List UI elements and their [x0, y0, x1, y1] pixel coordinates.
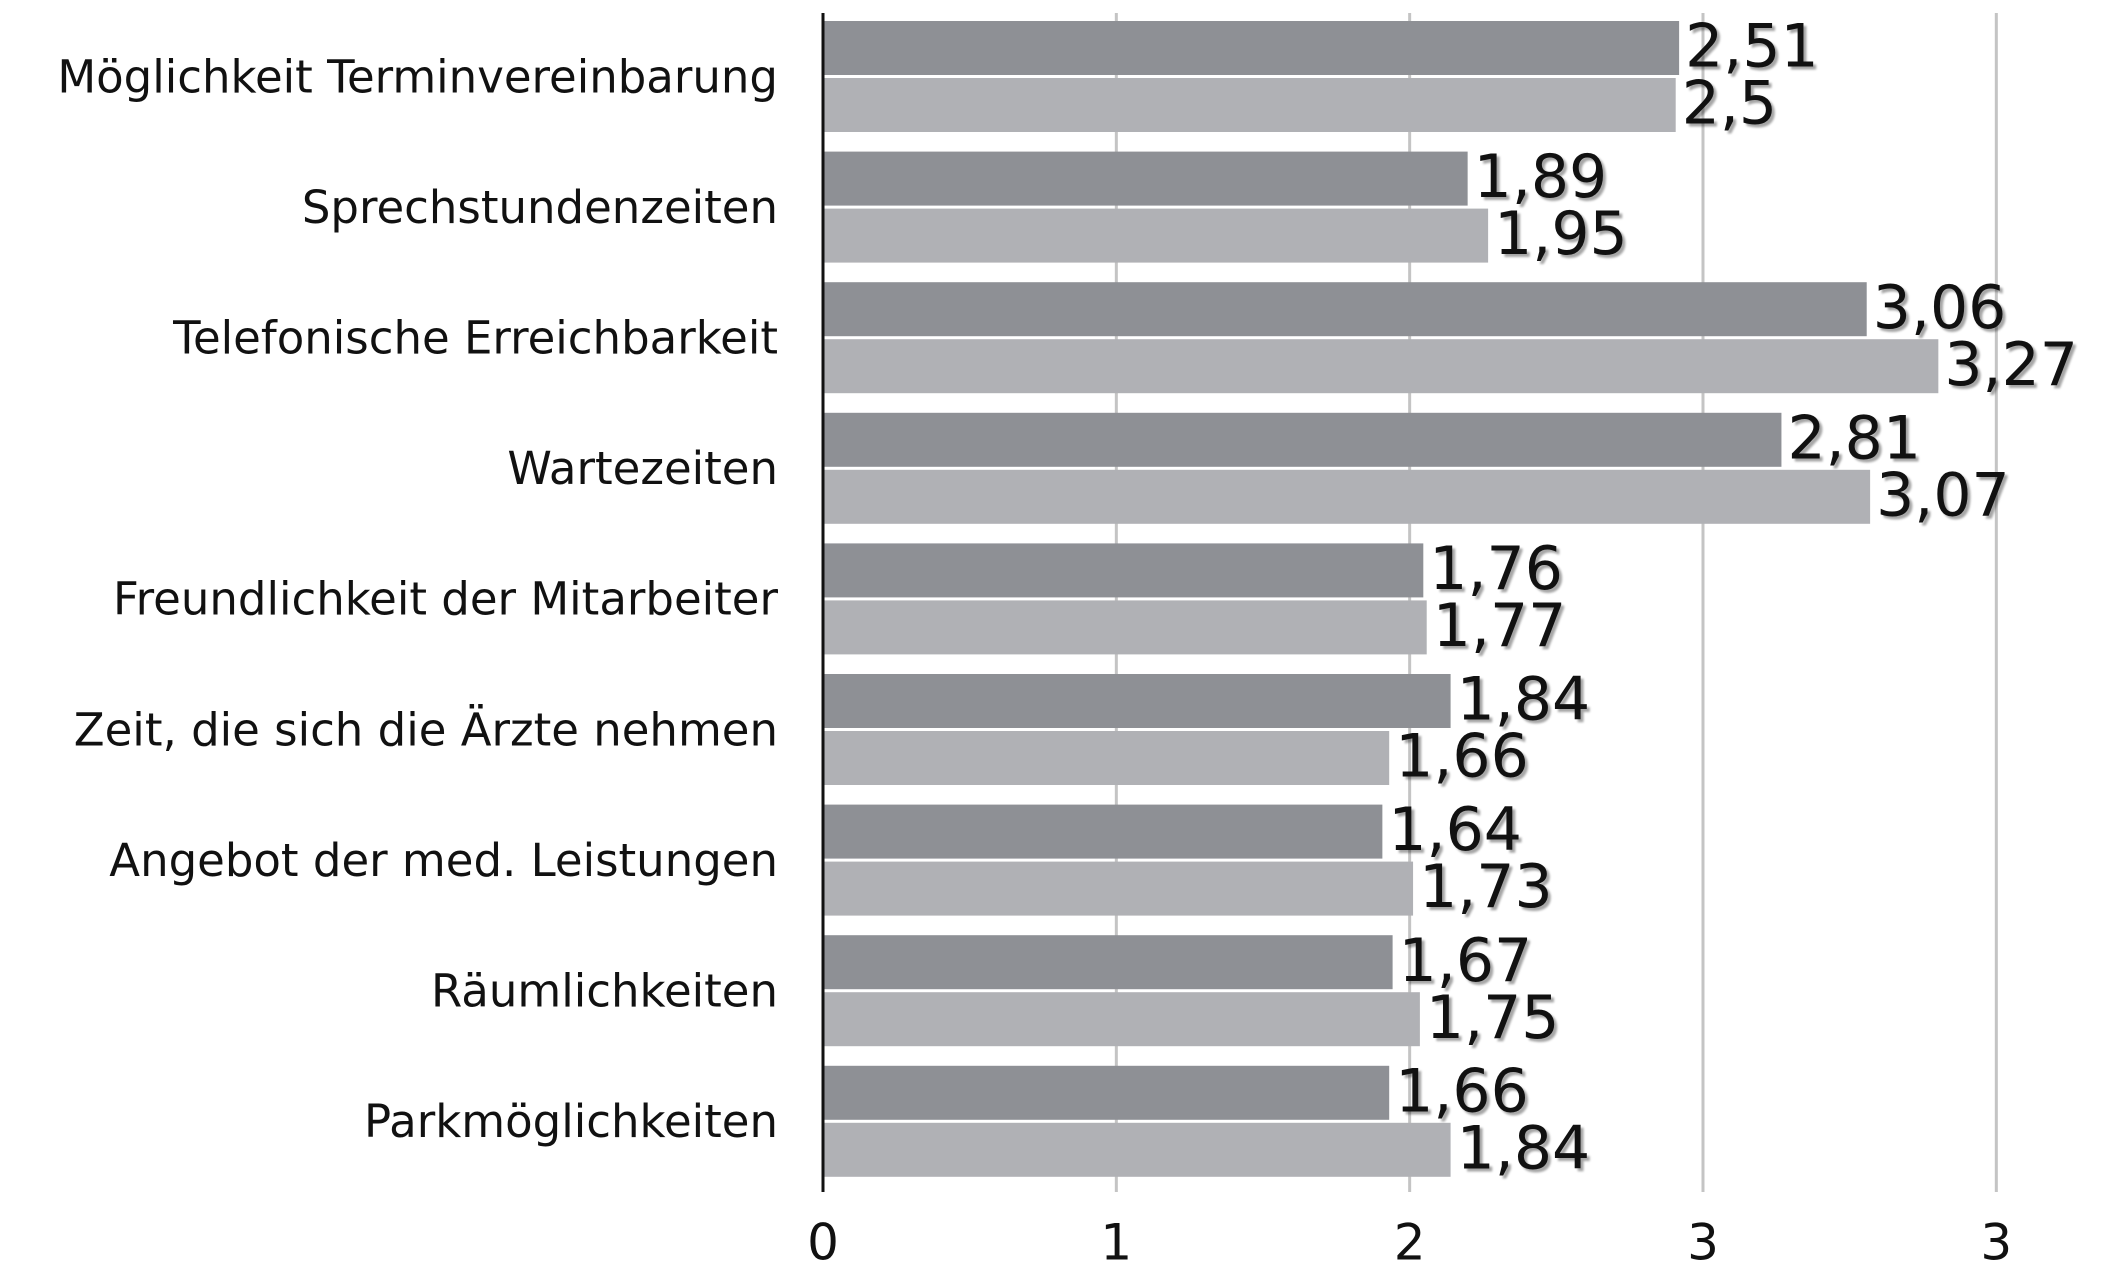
value-label: 1,66	[1395, 722, 1529, 792]
category-label: Räumlichkeiten	[431, 965, 778, 1018]
category-label: Wartezeiten	[507, 442, 778, 495]
value-label: 1,95	[1494, 199, 1628, 269]
bar	[823, 282, 1867, 337]
category-label: Sprechstundenzeiten	[302, 181, 778, 234]
value-label: 1,77	[1433, 591, 1567, 661]
value-label: 1,75	[1426, 983, 1560, 1053]
value-label: 2,5	[1682, 69, 1777, 139]
x-tick-label: 3	[1687, 1214, 1719, 1265]
category-label: Parkmöglichkeiten	[364, 1095, 778, 1148]
value-label: 1,76	[1429, 534, 1563, 604]
bar	[823, 1122, 1451, 1177]
bar	[823, 1065, 1390, 1120]
value-label: 1,89	[1474, 142, 1608, 212]
value-label: 1,67	[1399, 926, 1533, 996]
category-label: Angebot der med. Leistungen	[109, 834, 778, 887]
value-label: 1,73	[1419, 852, 1553, 922]
value-label: 2,81	[1787, 403, 1921, 473]
category-label: Freundlichkeit der Mitarbeiter	[113, 573, 778, 626]
category-label: Zeit, die sich die Ärzte nehmen	[74, 703, 778, 756]
bar	[823, 600, 1427, 655]
bar	[823, 861, 1414, 916]
bar	[823, 339, 1939, 394]
x-tick-label: 1	[1100, 1214, 1132, 1265]
bar	[823, 674, 1451, 728]
value-label: 3,06	[1873, 273, 2007, 343]
bar	[823, 935, 1393, 990]
x-tick-label: 3	[1980, 1214, 2012, 1265]
bar	[823, 469, 1871, 524]
value-label: 1,84	[1457, 665, 1591, 735]
bar	[823, 21, 1680, 75]
bar	[823, 804, 1383, 859]
x-tick-label: 0	[807, 1214, 839, 1265]
x-tick-label: 2	[1394, 1214, 1426, 1265]
value-label: 3,27	[1944, 330, 2078, 400]
bar	[823, 78, 1676, 132]
bar	[823, 543, 1424, 598]
bar	[823, 731, 1390, 785]
value-label: 1,84	[1457, 1113, 1591, 1183]
value-label: 3,07	[1876, 460, 2010, 530]
bar	[823, 208, 1489, 263]
bar	[823, 412, 1782, 467]
category-label: Telefonische Erreichbarkeit	[172, 312, 778, 365]
bar	[823, 992, 1420, 1047]
bar	[823, 151, 1468, 206]
category-label: Möglichkeit Terminvereinbarung	[57, 50, 778, 103]
value-label: 1,64	[1388, 795, 1522, 865]
value-label: 1,66	[1395, 1056, 1529, 1126]
value-label: 2,51	[1685, 12, 1819, 82]
